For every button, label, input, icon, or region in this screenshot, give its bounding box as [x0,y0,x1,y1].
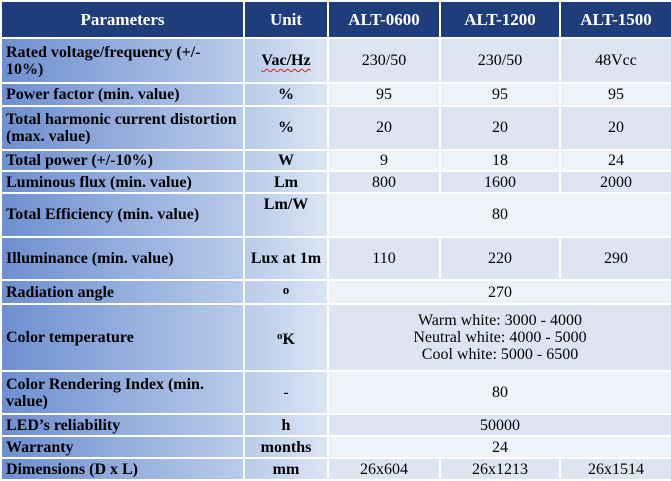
color-temperature-line: Warm white: 3000 - 4000 [417,312,582,330]
cell-value: 110 [327,235,441,282]
cell-value: 230/50 [439,37,561,85]
cell-value: 26x1514 [559,457,671,481]
row-label: Color Rendering Index (min. value) [0,369,245,416]
row-label: Dimensions (D x L) [0,457,245,481]
row-unit: o [243,279,329,306]
row-label: Rated voltage/frequency (+/- 10%) [0,37,245,85]
row-unit: Lm/W [243,192,329,238]
degree-symbol: o [282,282,290,298]
cell-value: 95 [559,82,671,107]
cell-value: 26x604 [327,457,441,481]
row-label: Total power (+/-10%) [0,148,245,173]
color-temperature-line: Neutral white: 4000 - 5000 [413,329,587,347]
cell-value: 18 [439,148,561,173]
cell-value: 50000 [327,413,671,438]
cell-value: 48Vcc [559,37,671,85]
row-label: Warranty [0,435,245,460]
cell-value: 230/50 [327,37,441,85]
cell-value: 20 [559,104,671,151]
table-row: Color temperature oK Warm white: 3000 - … [0,303,671,372]
row-unit: Lux at 1m [243,235,329,282]
table-row: Rated voltage/frequency (+/- 10%) Vac/Hz… [0,37,671,85]
header-parameters: Parameters [0,0,245,40]
row-label: Total Efficiency (min. value) [0,192,245,238]
table-row: Dimensions (D x L) mm 26x604 26x1213 26x… [0,457,671,481]
cell-value: 20 [327,104,441,151]
table-row: LED’s reliability h 50000 [0,413,671,438]
header-row: Parameters Unit ALT-0600 ALT-1200 ALT-15… [0,0,671,40]
cell-value: 95 [327,82,441,107]
cell-value: 20 [439,104,561,151]
row-label: Radiation angle [0,279,245,306]
degree-symbol: o [277,329,283,342]
cell-value: 9 [327,148,441,173]
cell-value: 220 [439,235,561,282]
cell-value: 26x1213 [439,457,561,481]
cell-value: 80 [327,192,671,238]
cell-value: 80 [327,369,671,416]
header-model-alt-1500: ALT-1500 [559,0,671,40]
row-label: Color temperature [0,303,245,372]
row-unit: W [243,148,329,173]
table-row: Color Rendering Index (min. value) - 80 [0,369,671,416]
cell-value: 24 [559,148,671,173]
row-label: Illuminance (min. value) [0,235,245,282]
color-temperature-values: Warm white: 3000 - 4000 Neutral white: 4… [327,303,671,372]
unit-text: K [282,330,295,348]
row-unit: Lm [243,170,329,195]
cell-value: 95 [439,82,561,107]
cell-value: 800 [327,170,441,195]
row-unit: h [243,413,329,438]
unit-text: Vac/Hz [261,52,311,70]
header-model-alt-0600: ALT-0600 [327,0,441,40]
table-row: Total harmonic current distortion (max. … [0,104,671,151]
header-unit: Unit [243,0,329,40]
row-unit: mm [243,457,329,481]
row-unit: % [243,104,329,151]
cell-value: 2000 [559,170,671,195]
row-label: Total harmonic current distortion (max. … [0,104,245,151]
table-row: Illuminance (min. value) Lux at 1m 110 2… [0,235,671,282]
row-label: Power factor (min. value) [0,82,245,107]
table-row: Warranty months 24 [0,435,671,460]
cell-value: 290 [559,235,671,282]
table-row: Radiation angle o 270 [0,279,671,306]
cell-value: 270 [327,279,671,306]
row-unit: months [243,435,329,460]
cell-value: 1600 [439,170,561,195]
row-unit: Vac/Hz [243,37,329,85]
color-temperature-line: Cool white: 5000 - 6500 [421,346,579,364]
row-label: Luminous flux (min. value) [0,170,245,195]
header-model-alt-1200: ALT-1200 [439,0,561,40]
row-label: LED’s reliability [0,413,245,438]
table-row: Luminous flux (min. value) Lm 800 1600 2… [0,170,671,195]
cell-value: 24 [327,435,671,460]
row-unit: - [243,369,329,416]
row-unit: % [243,82,329,107]
table-row: Total Efficiency (min. value) Lm/W 80 [0,192,671,238]
table-row: Power factor (min. value) % 95 95 95 [0,82,671,107]
row-unit: oK [243,303,329,372]
table-row: Total power (+/-10%) W 9 18 24 [0,148,671,173]
